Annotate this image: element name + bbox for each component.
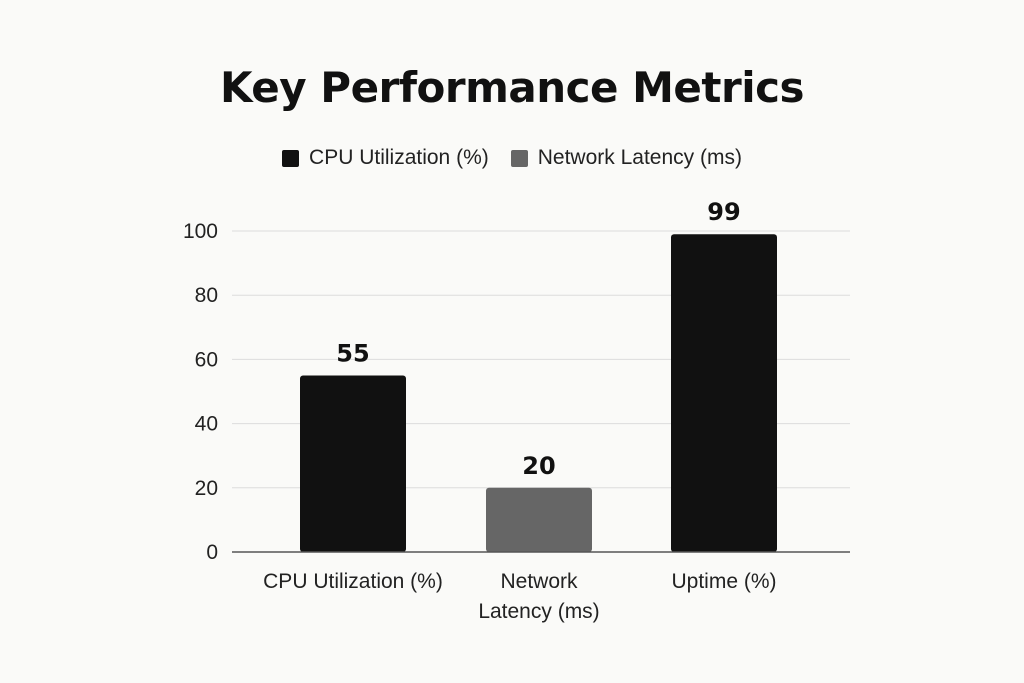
legend-label-cpu: CPU Utilization (%) — [309, 146, 489, 169]
legend-swatch-network — [510, 149, 528, 167]
data-labels: 55 20 99 — [336, 198, 740, 480]
y-tick-label: 60 — [195, 348, 218, 371]
y-tick-label: 100 — [183, 220, 218, 243]
y-axis-ticks: 0 20 40 60 80 100 — [183, 220, 218, 564]
bar — [300, 375, 406, 552]
data-label: 99 — [707, 198, 740, 226]
y-tick-label: 40 — [195, 413, 218, 436]
x-category-label: Latency (ms) — [478, 600, 599, 623]
legend-item-network: Network Latency (ms) — [510, 146, 742, 170]
bar — [486, 487, 592, 552]
y-tick-label: 80 — [195, 284, 218, 307]
chart-title: Key Performance Metrics — [220, 63, 805, 112]
legend-swatch-cpu — [282, 149, 300, 167]
bars — [300, 234, 777, 552]
y-tick-label: 0 — [206, 541, 218, 564]
legend-item-cpu: CPU Utilization (%) — [282, 146, 489, 170]
x-axis-categories: CPU Utilization (%) Network Latency (ms) Up… — [263, 570, 776, 623]
x-category-label: Network — [500, 570, 578, 593]
y-tick-label: 20 — [195, 477, 218, 500]
x-category-label: Uptime (%) — [671, 570, 776, 593]
data-label: 20 — [522, 452, 555, 480]
data-label: 55 — [336, 339, 369, 367]
bar — [671, 234, 777, 552]
legend-label-network: Network Latency (ms) — [537, 146, 742, 169]
x-category-label: CPU Utilization (%) — [263, 570, 443, 593]
chart-legend: CPU Utilization (%) Network Latency (ms) — [0, 146, 1024, 170]
